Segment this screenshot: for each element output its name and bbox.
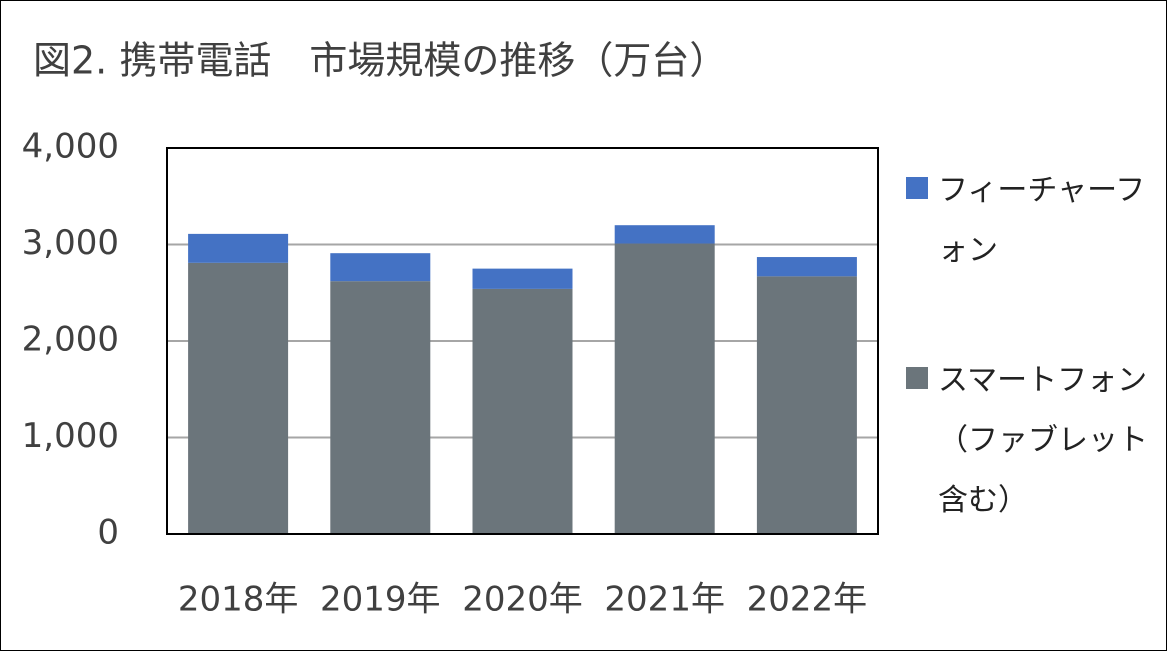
y-tick-label: 2,000 (22, 320, 119, 360)
x-tick-label: 2021年 (604, 580, 725, 620)
bar-segment (614, 243, 715, 534)
plot-frame (166, 147, 879, 535)
legend-label: フィーチャーフォン (938, 173, 1146, 268)
x-tick-label: 2018年 (178, 580, 299, 620)
bar-segment (472, 288, 573, 534)
y-tick-label: 1,000 (22, 416, 119, 456)
x-tick-label: 2020年 (462, 580, 583, 620)
y-tick-label: 4,000 (22, 127, 119, 167)
legend-entry: スマートフォン（ファブレット含む） (906, 351, 1156, 531)
legend: フィーチャーフォンスマートフォン（ファブレット含む） (906, 161, 1156, 601)
bar-segment (188, 262, 289, 534)
bar-segment (330, 253, 431, 282)
bar-segment (330, 281, 431, 534)
x-tick-label: 2019年 (320, 580, 441, 620)
bar-segment (614, 225, 715, 244)
chart-title: 図2. 携帯電話 市場規模の推移（万台） (33, 39, 727, 83)
legend-entry: フィーチャーフォン (906, 161, 1156, 281)
legend-swatch (906, 177, 928, 199)
y-tick-label: 0 (97, 513, 119, 553)
y-tick-label: 3,000 (22, 223, 119, 263)
bar-segment (472, 268, 573, 289)
x-tick-label: 2022年 (747, 580, 868, 620)
bar-segment (756, 257, 857, 277)
bar-segment (188, 233, 289, 263)
legend-label: スマートフォン（ファブレット含む） (938, 363, 1148, 518)
legend-swatch (906, 367, 928, 389)
bar-segment (756, 276, 857, 534)
